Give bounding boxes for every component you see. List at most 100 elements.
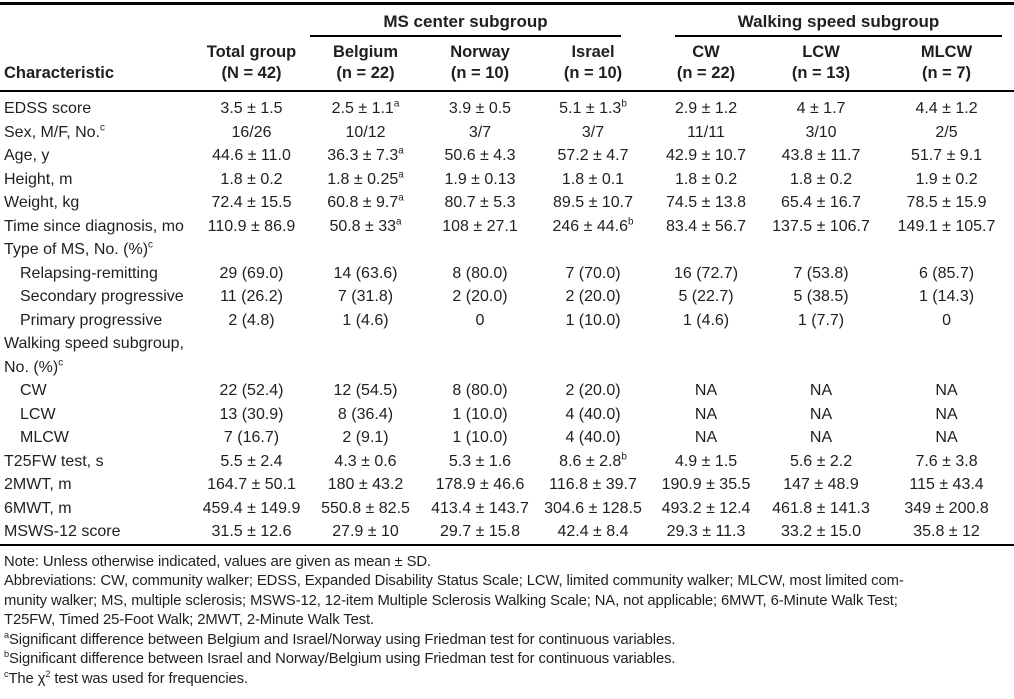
- cell: 1.8 ± 0.2: [789, 170, 853, 188]
- table-row: T25FW test, s 5.5 ± 2.4 4.3 ± 0.6 5.3 ± 1.6…: [0, 450, 1014, 474]
- cell: 4 (40.0): [565, 405, 621, 423]
- column-header-characteristic: Characteristic: [0, 37, 195, 92]
- column-header-line2: (N = 42): [221, 64, 282, 82]
- row-label: 2MWT, m: [4, 476, 72, 493]
- cell: 42.4 ± 8.4: [557, 523, 629, 540]
- column-header-line1: Characteristic: [4, 64, 115, 82]
- cell: [763, 238, 879, 262]
- cell: 1 (10.0): [452, 405, 508, 423]
- row-label: MSWS-12 score: [4, 523, 121, 540]
- cell: 1.9 ± 0.2: [915, 170, 978, 188]
- cell: 12 (54.5): [333, 382, 398, 399]
- ms-center-subgroup-spanner: MS center subgroup: [308, 4, 649, 37]
- cell: 7 (70.0): [565, 264, 621, 282]
- cell: 50.8 ± 33a: [329, 216, 402, 235]
- cell: 147 ± 48.9: [783, 476, 859, 493]
- cell: 29.3 ± 11.3: [666, 523, 746, 540]
- cell: 83.4 ± 56.7: [666, 217, 746, 235]
- ms-center-subgroup-label: MS center subgroup: [310, 12, 622, 37]
- cell: [308, 332, 423, 379]
- column-header-cw: CW (n = 22): [649, 37, 764, 92]
- cell: 44.6 ± 11.0: [212, 147, 291, 164]
- cell: [195, 238, 308, 262]
- cell: 2/5: [935, 123, 958, 141]
- column-header-row: Characteristic Total group (N = 42) Belg…: [0, 37, 1014, 92]
- cell: 42.9 ± 10.7: [666, 147, 746, 164]
- cell: 2.5 ± 1.1a: [331, 98, 400, 117]
- cell: [649, 238, 763, 262]
- cell: [195, 332, 308, 379]
- cell: 72.4 ± 15.5: [211, 194, 292, 211]
- characteristics-table: MS center subgroup Walking speed subgrou…: [0, 2, 1014, 546]
- cell: 3.5 ± 1.5: [220, 100, 283, 117]
- cell: 31.5 ± 12.6: [211, 523, 292, 540]
- cell: 4.3 ± 0.6: [334, 452, 397, 470]
- cell: 29 (69.0): [219, 264, 284, 282]
- row-label: 6MWT, m: [4, 499, 72, 517]
- cell: [537, 238, 649, 262]
- cell: 246 ± 44.6b: [552, 216, 634, 235]
- row-label: MLCW: [20, 429, 69, 446]
- table-row: 6MWT, m 459.4 ± 149.9 550.8 ± 82.5 413.4 ± …: [0, 497, 1014, 521]
- cell: 89.5 ± 10.7: [553, 194, 633, 211]
- cell: 5.3 ± 1.6: [448, 452, 512, 470]
- cell: [423, 332, 537, 379]
- cell: 2 (20.0): [565, 382, 621, 399]
- table-row: Time since diagnosis, mo 110.9 ± 86.9 50.8…: [0, 215, 1014, 239]
- spanner-spacer: [0, 4, 308, 38]
- cell: 33.2 ± 15.0: [781, 523, 861, 540]
- table-row: Age, y 44.6 ± 11.0 36.3 ± 7.3a 50.6 ± 4.3 57…: [0, 144, 1014, 168]
- column-header-line2: (n = 13): [791, 64, 851, 82]
- row-label: LCW: [20, 405, 56, 423]
- row-label: Time since diagnosis, mo: [4, 217, 184, 235]
- cell: NA: [935, 429, 958, 446]
- column-header-line1: Israel: [571, 43, 615, 61]
- column-header-line1: Total group: [206, 43, 297, 61]
- table-row: Relapsing-remitting 29 (69.0) 14 (63.6) 8 (…: [0, 262, 1014, 286]
- cell: 1 (10.0): [565, 311, 621, 329]
- row-label: CW: [20, 382, 47, 399]
- cell: 137.5 ± 106.7: [772, 217, 870, 235]
- cell: [537, 332, 649, 379]
- cell: 80.7 ± 5.3: [444, 194, 516, 211]
- table-row: Secondary progressive 11 (26.2) 7 (31.8) 2 …: [0, 285, 1014, 309]
- column-header-line2: (n = 22): [676, 64, 736, 82]
- cell: 6 (85.7): [918, 264, 975, 282]
- footnote-line: aSignificant difference between Belgium …: [4, 629, 676, 648]
- cell: NA: [809, 382, 833, 399]
- cell: [423, 238, 537, 262]
- cell: 1.8 ± 0.25a: [327, 169, 404, 188]
- cell: 461.8 ± 141.3: [772, 499, 870, 517]
- table-row: CW 22 (52.4) 12 (54.5) 8 (80.0) 2 (20.0) NA NA…: [0, 379, 1014, 403]
- row-label: EDSS score: [4, 100, 92, 117]
- cell: 115 ± 43.4: [909, 476, 984, 493]
- table-row: MLCW 7 (16.7) 2 (9.1) 1 (10.0) 4 (40.0) NA NA N…: [0, 426, 1014, 450]
- walking-speed-subgroup-spanner: Walking speed subgroup: [649, 4, 1014, 37]
- column-header-line2: (n = 7): [921, 64, 972, 82]
- cell: 108 ± 27.1: [442, 217, 518, 235]
- column-header-israel: Israel (n = 10): [537, 37, 650, 92]
- cell: 0: [475, 311, 485, 329]
- cell: 16/26: [231, 123, 272, 141]
- cell: 2 (20.0): [452, 288, 508, 305]
- table-row: LCW 13 (30.9) 8 (36.4) 1 (10.0) 4 (40.0) NA NA…: [0, 403, 1014, 427]
- row-label: Primary progressive: [20, 311, 163, 329]
- column-header-belgium: Belgium (n = 22): [308, 37, 423, 92]
- cell: [308, 238, 423, 262]
- cell: [879, 238, 1014, 262]
- cell: 1 (10.0): [452, 429, 508, 446]
- cell: 10/12: [345, 123, 386, 141]
- cell: 550.8 ± 82.5: [321, 499, 410, 517]
- cell: 1.8 ± 0.1: [561, 170, 625, 188]
- cell: 2 (9.1): [342, 429, 389, 446]
- cell: 149.1 ± 105.7: [897, 217, 996, 235]
- cell: 110.9 ± 86.9: [207, 217, 296, 235]
- cell: 14 (63.6): [333, 264, 398, 282]
- cell: NA: [809, 429, 833, 446]
- cell: 78.5 ± 15.9: [906, 194, 987, 211]
- column-header-lcw: LCW (n = 13): [763, 37, 880, 92]
- footnote-line: bSignificant difference between Israel a…: [4, 649, 676, 668]
- footnote-line: cThe χ2 test was used for frequencies.: [4, 669, 248, 688]
- footnote-line: Note: Unless otherwise indicated, values…: [4, 553, 431, 570]
